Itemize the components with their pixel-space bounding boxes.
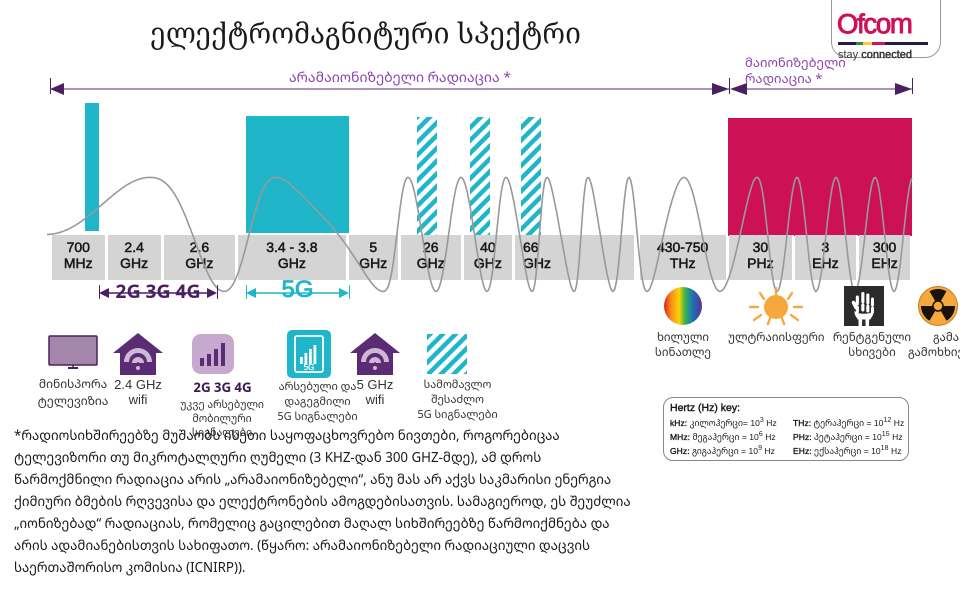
svg-text:5G: 5G xyxy=(304,363,315,372)
